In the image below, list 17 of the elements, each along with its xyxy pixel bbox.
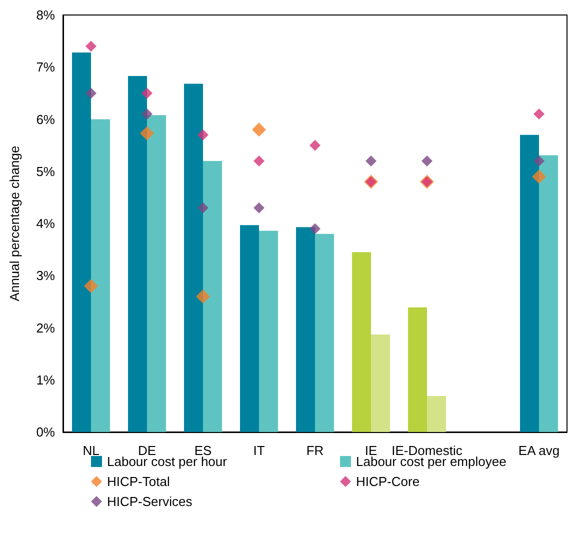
y-tick-label: 6% [36,112,56,127]
y-tick-label: 5% [36,164,56,179]
legend-label: HICP-Total [107,474,170,489]
y-tick-label: 7% [36,60,56,75]
y-tick-label: 2% [36,320,56,336]
y-tick-label: 3% [36,268,56,284]
legend-label: HICP-Core [356,474,420,489]
x-tick-label: EA avg [518,443,560,458]
y-axis-title: Annual percentage change [7,146,22,302]
x-tick-label: IT [253,443,265,458]
y-tick-label: 0% [36,424,56,440]
y-tick-label: 4% [36,216,56,231]
legend-label: HICP-Services [107,494,193,509]
x-tick-label: FR [306,443,324,458]
x-tick-label: NL [82,443,100,458]
y-tick-label: 8% [36,8,56,22]
y-tick-label: 1% [36,372,56,388]
